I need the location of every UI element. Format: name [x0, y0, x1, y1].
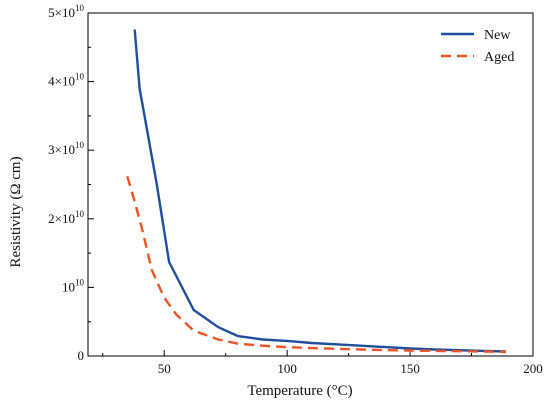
y-axis-label: Resistivity (Ω cm) [8, 156, 24, 267]
y-tick-label: 3×1010 [48, 140, 84, 157]
legend: New Aged [441, 28, 514, 65]
y-tick-label: 2×1010 [48, 209, 84, 226]
x-tick-label: 150 [400, 361, 420, 376]
legend-label-new: New [484, 28, 511, 43]
x-tick-label: 200 [523, 361, 543, 376]
series-line-new [133, 29, 507, 353]
x-tick-label: 50 [158, 361, 171, 376]
y-tick-label: 1010 [62, 277, 85, 294]
y-tick-label: 5×1010 [48, 3, 84, 20]
series-layer [126, 29, 507, 354]
y-tick-label: 0 [78, 348, 85, 363]
plot-frame [87, 12, 534, 357]
x-tick-label: 100 [277, 361, 297, 376]
series-line-aged [126, 175, 507, 354]
legend-label-aged: Aged [484, 50, 514, 65]
y-tick-label: 4×1010 [48, 72, 84, 89]
x-axis-label: Temperature (°C) [247, 383, 352, 399]
axes: 50 100 150 200 0 1010 2×1010 3×1010 4×1010 5×1010 [48, 3, 543, 376]
